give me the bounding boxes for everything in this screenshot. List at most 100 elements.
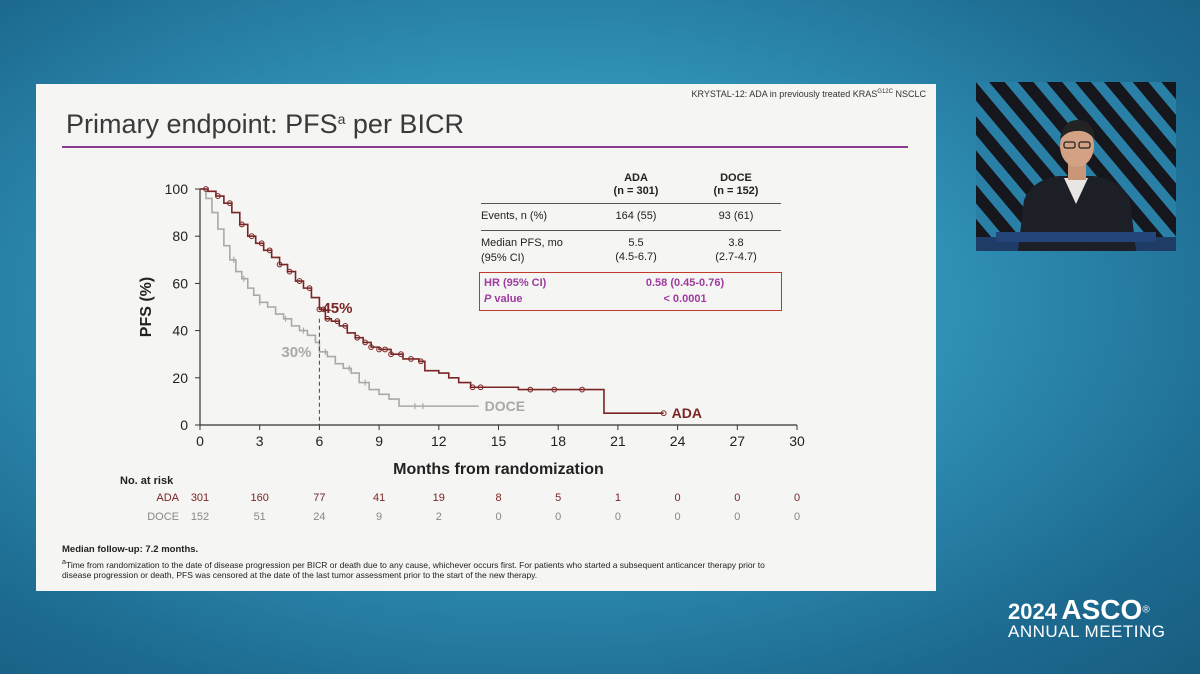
risk-cell: 9 [376,511,383,523]
censor-mark-ada [417,358,424,365]
x-tick-label: 6 [316,433,324,449]
x-tick-label: 0 [196,433,204,449]
x-tick-label: 18 [550,433,566,449]
y-axis-label: PFS (%) [138,277,155,337]
censor-mark-ada [266,247,273,254]
y-tick-label: 20 [172,370,188,386]
risk-cell: 41 [372,492,386,504]
censor-mark-ada [324,315,331,322]
censor-mark-ada [382,346,388,353]
median-ada: 5.5 (4.5-6.7) [615,237,657,263]
followup-text: Median follow-up: 7.2 months. [62,544,199,555]
risk-cell: 0 [495,511,502,523]
p-value: < 0.0001 [663,293,707,305]
table-rule [481,230,781,231]
risk-cell: 0 [734,511,741,523]
x-tick-label: 24 [670,433,686,449]
y-tick-label: 60 [172,275,188,291]
risk-cell: 0 [793,511,801,523]
hr-label: HR (95% CI) [484,277,547,289]
risk-cell: 5 [555,492,562,504]
risk-cell: 0 [555,511,562,523]
censor-mark-ada [376,346,383,353]
speaker-video [976,82,1176,251]
median-doce: 3.8 (2.7-4.7) [715,237,757,263]
risk-cell: 0 [614,511,621,523]
censor-mark-ada [296,278,303,284]
censor-mark-ada [398,351,404,358]
slide-title: Primary endpoint: PFSa per BICR [66,109,464,139]
p-label: P value [484,293,523,305]
hr-box: HR (95% CI) 0.58 (0.45-0.76) P value < 0… [479,272,782,311]
footnote: Median follow-up: 7.2 months. aTime from… [62,545,912,580]
censor-mark-ada [342,322,349,329]
censor-mark-ada [354,334,361,341]
x-tick-label: 12 [431,433,447,449]
risk-row-label: DOCE [147,511,179,523]
x-tick-label: 3 [256,433,264,449]
risk-cell: 0 [674,511,681,523]
censor-mark-ada [258,240,265,247]
end-label-ada: ADA [672,405,702,421]
risk-cell: 0 [674,492,681,504]
censor-mark-ada [469,384,476,391]
end-label-doce: DOCE [485,398,525,414]
censor-mark-ada [368,344,375,351]
col-doce-header: DOCE (n = 152) [713,172,759,197]
x-tick-label: 30 [789,433,805,449]
censor-mark-ada [477,384,484,391]
censor-mark-ada [527,386,534,393]
series-line-doce [200,188,479,407]
x-tick-label: 21 [610,433,626,449]
risk-cell: 8 [495,492,502,504]
events-ada: 164 (55) [615,210,657,222]
censor-mark-ada [276,261,283,268]
censor-mark-ada [388,351,394,358]
risk-cell: 24 [313,511,326,523]
slide-subtitle: KRYSTAL-12: ADA in previously treated KR… [691,89,926,99]
censor-mark-ada [551,386,558,393]
censor-mark-ada [579,386,585,393]
censor-mark-ada [320,306,327,313]
censor-mark-ada [286,268,293,275]
censor-mark-ada [215,193,221,199]
risk-cell: 51 [253,511,266,523]
asco-logo: 2024 ASCO® ANNUAL MEETING [1008,594,1166,641]
censor-mark-ada [316,306,323,313]
risk-cell: 0 [793,492,801,504]
y-tick-label: 40 [172,323,188,339]
risk-cell: 19 [432,492,445,504]
censor-mark-ada [226,200,233,207]
censor-mark-ada [408,356,414,362]
censor-mark-ada [238,221,245,228]
footnote-text: aTime from randomization to the date of … [62,558,765,580]
km-chart: 0 3 6 9 12 15 18 21 24 27 30 0 20 40 60 80 100 Months fro… [138,181,805,478]
censor-mark-ada [660,410,667,417]
censor-mark-ada [248,233,255,240]
censor-mark-ada [306,285,313,292]
risk-cell: 2 [435,511,442,523]
col-ada-header: ADA (n = 301) [613,172,659,197]
table-rule [481,203,781,204]
y-tick-label: 0 [180,417,188,433]
events-label: Events, n (%) [481,210,548,222]
title-divider [62,146,908,148]
risk-cell: 301 [190,492,210,504]
x-axis-label: Months from randomization [393,461,604,478]
censor-mark-ada [334,318,341,325]
annotation-doce: 30% [281,344,311,361]
risk-cell: 1 [614,492,621,504]
risk-cell: 160 [250,492,269,504]
risk-table-title: No. at risk [120,475,174,487]
censor-mark-ada [203,186,209,192]
risk-cell: 152 [190,511,210,523]
speaker-video-frame [976,82,1176,251]
censor-mark-ada [362,339,369,346]
series-line-ada [200,188,664,414]
y-tick-label: 100 [165,181,189,197]
risk-row-label: ADA [156,492,179,504]
y-tick-label: 80 [172,228,188,244]
risk-cell: 77 [313,492,326,504]
hr-value: 0.58 (0.45-0.76) [645,277,725,289]
annotation-ada: 45% [322,300,352,317]
